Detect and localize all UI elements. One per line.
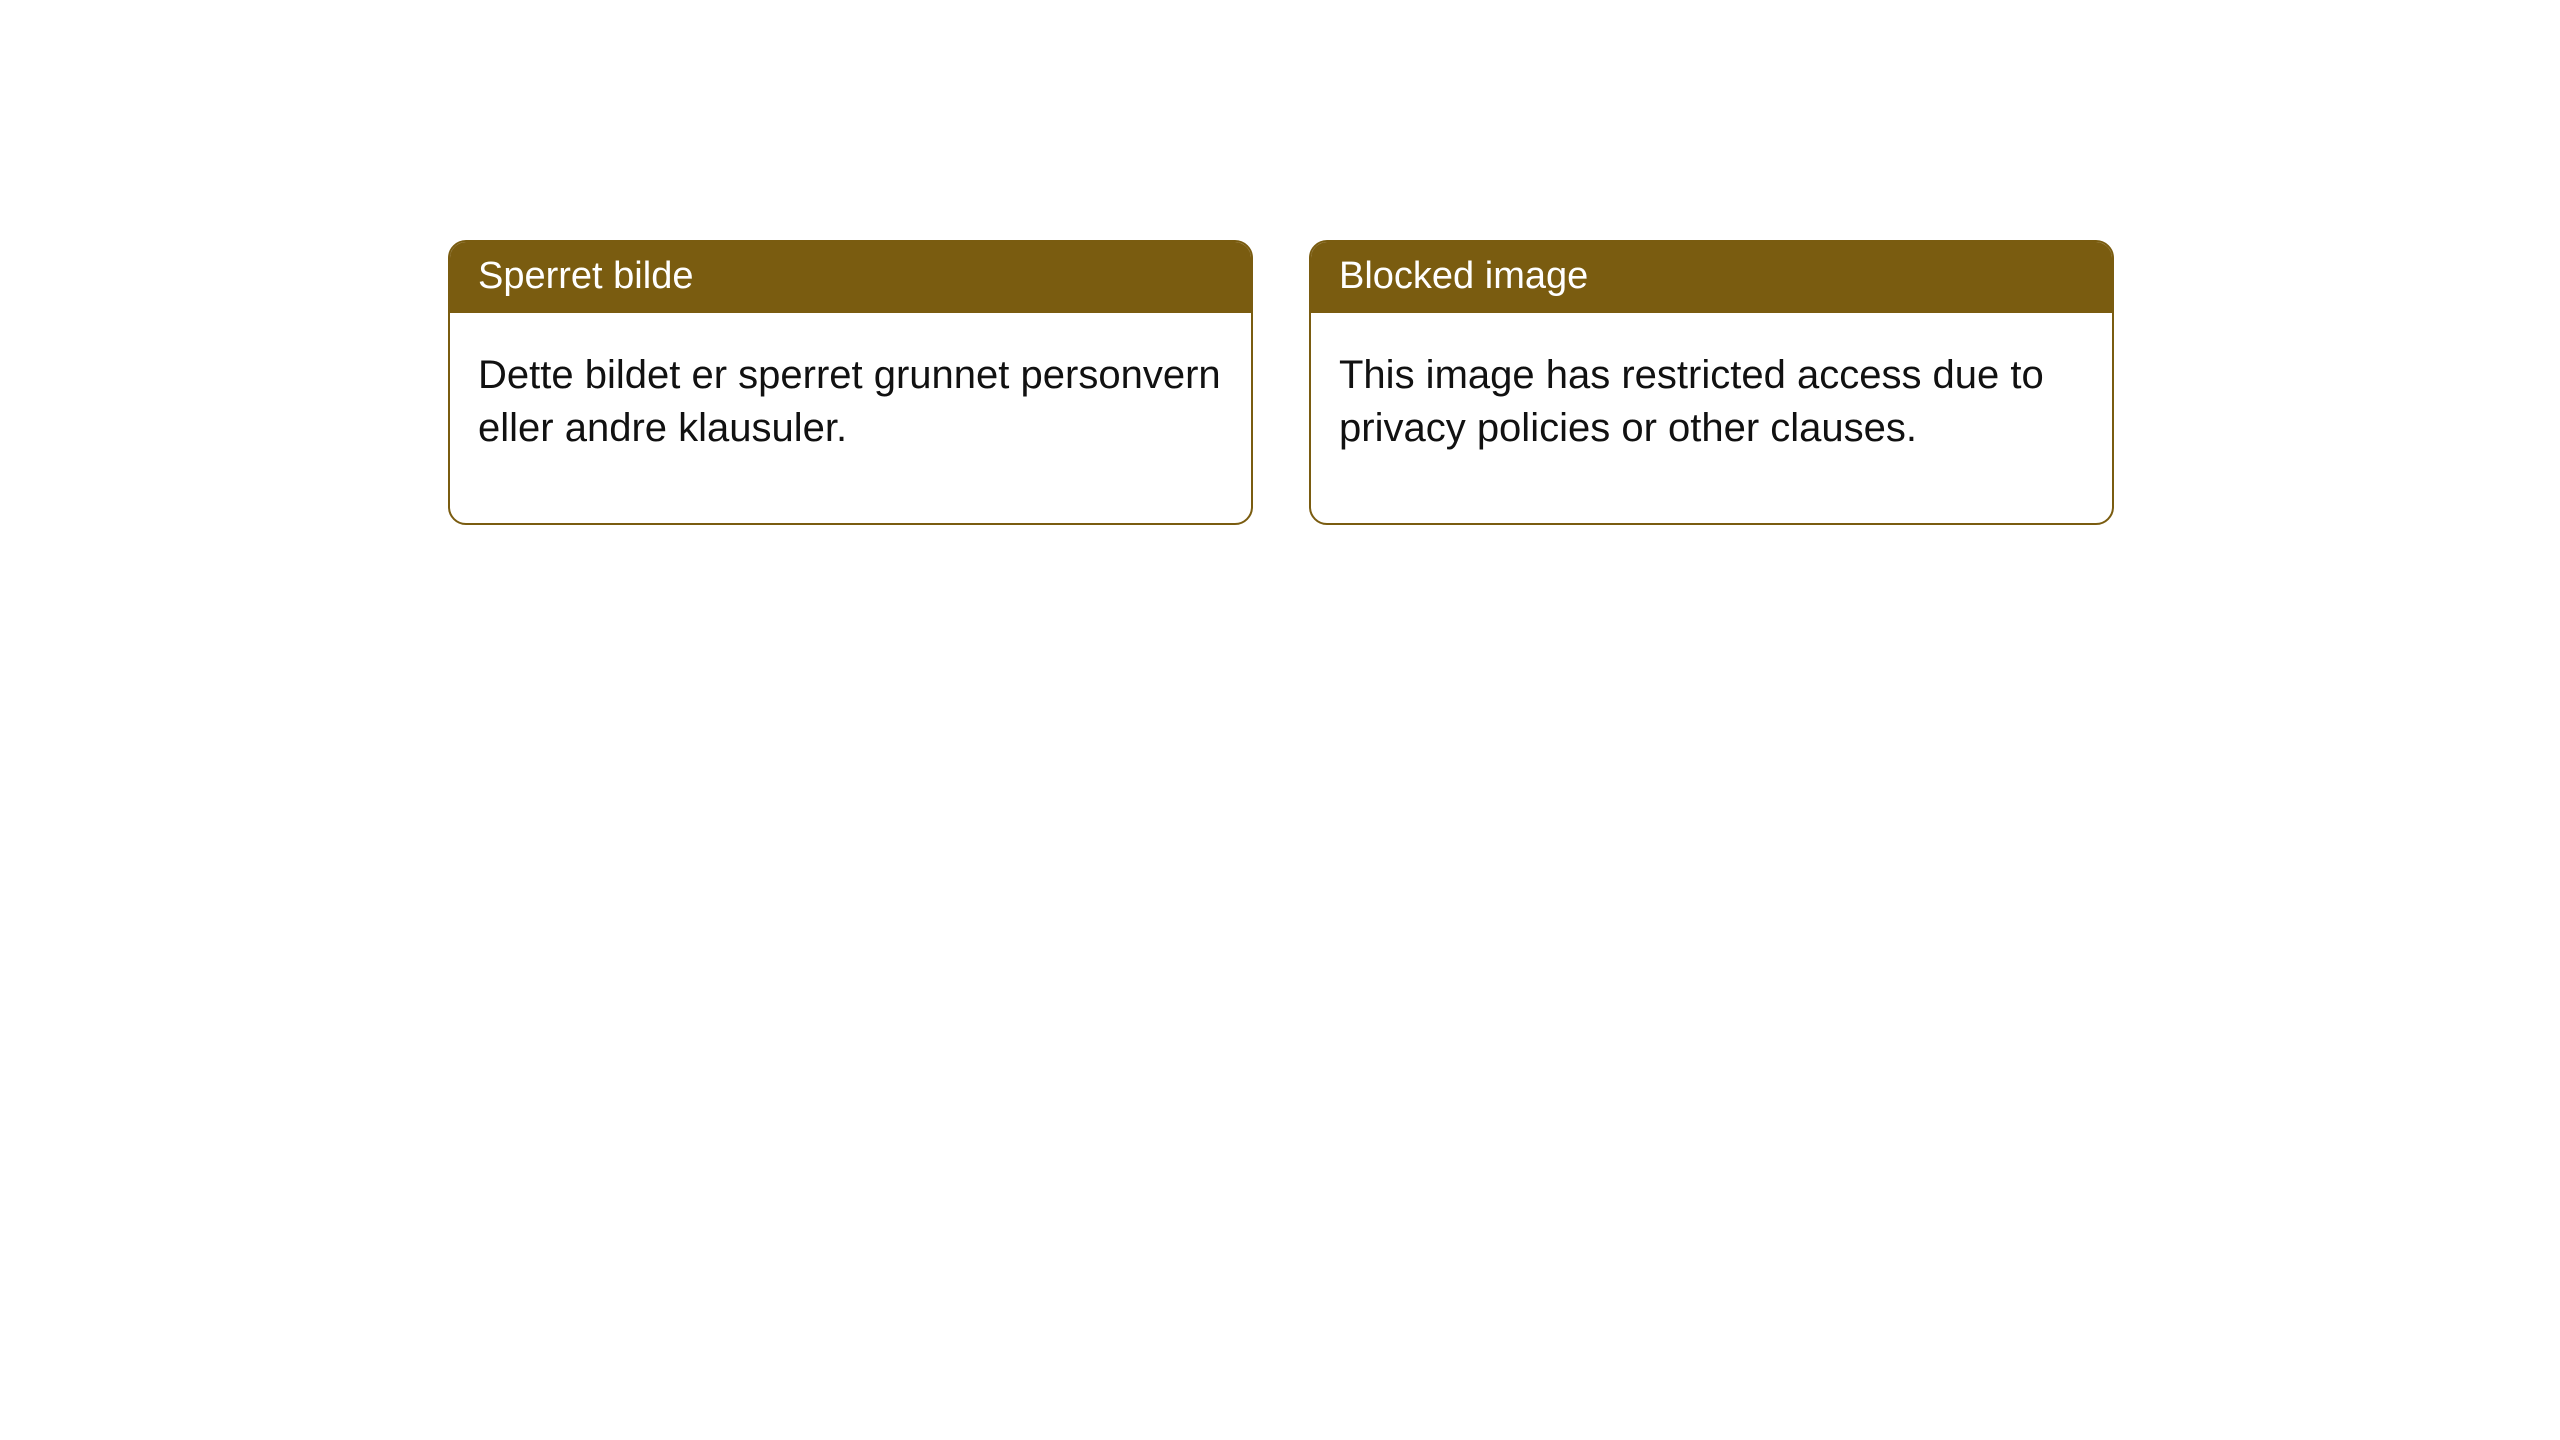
card-body-no: Dette bildet er sperret grunnet personve… (450, 313, 1251, 523)
card-header-en: Blocked image (1311, 242, 2112, 313)
notice-container: Sperret bilde Dette bildet er sperret gr… (0, 0, 2560, 525)
card-body-en: This image has restricted access due to … (1311, 313, 2112, 523)
blocked-image-card-no: Sperret bilde Dette bildet er sperret gr… (448, 240, 1253, 525)
card-header-no: Sperret bilde (450, 242, 1251, 313)
blocked-image-card-en: Blocked image This image has restricted … (1309, 240, 2114, 525)
